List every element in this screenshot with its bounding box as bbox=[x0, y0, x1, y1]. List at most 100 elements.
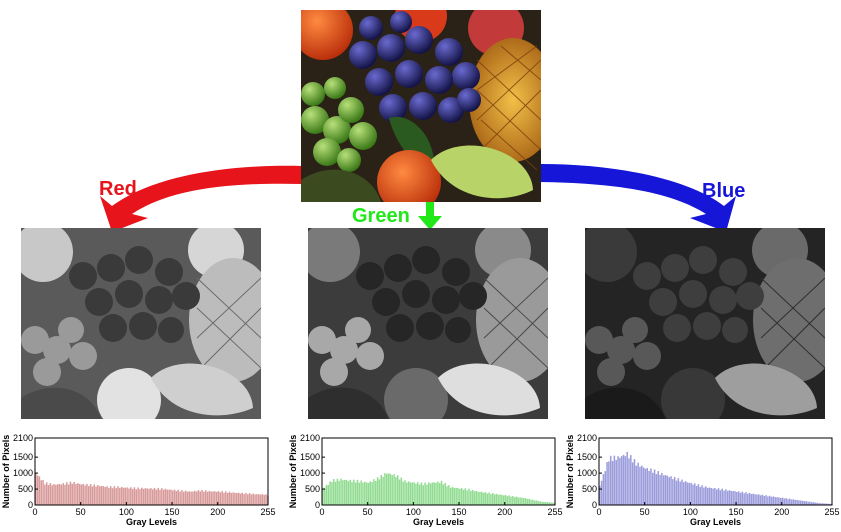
histogram-bar bbox=[433, 482, 435, 505]
histogram-bar bbox=[192, 491, 194, 505]
histogram-bar bbox=[51, 485, 53, 505]
histogram-bar bbox=[646, 468, 649, 505]
histogram-bar bbox=[424, 482, 426, 505]
histogram-bar bbox=[223, 492, 225, 505]
histogram-bar bbox=[823, 503, 826, 505]
red-histogram: 0 50 100 150 200 255 0 500 1000 1500 2100 Gray Leve… bbox=[0, 430, 280, 530]
histogram-bar bbox=[641, 465, 643, 505]
histogram-bar bbox=[550, 502, 552, 505]
histogram-bar bbox=[626, 451, 628, 505]
histogram-bar bbox=[376, 477, 379, 505]
histogram-bar bbox=[686, 482, 689, 505]
y-tick-label: 0 bbox=[28, 500, 33, 510]
plot-frame bbox=[34, 437, 269, 506]
y-tick-label: 0 bbox=[315, 500, 320, 510]
histogram-bar bbox=[190, 491, 192, 505]
histogram-bar bbox=[338, 480, 340, 505]
y-tick-label: 1500 bbox=[577, 452, 597, 462]
histogram-bar bbox=[681, 479, 683, 505]
green-histogram-chart: 0 50 100 150 200 255 0 500 1000 1500 2100 Gray Leve… bbox=[288, 433, 563, 527]
histogram-bar bbox=[128, 488, 130, 505]
histogram-bar bbox=[225, 491, 227, 505]
histogram-bar bbox=[106, 486, 108, 505]
histogram-bar bbox=[87, 486, 90, 505]
histogram-bar bbox=[703, 487, 705, 505]
histogram-bar bbox=[637, 462, 639, 505]
histogram-bar bbox=[761, 494, 764, 505]
histogram-bar bbox=[246, 494, 249, 505]
histogram-bar bbox=[635, 465, 638, 505]
histogram-bar bbox=[429, 483, 432, 505]
histogram-bar bbox=[340, 478, 342, 505]
histogram-bar bbox=[739, 492, 742, 505]
x-tick-label: 255 bbox=[824, 507, 839, 517]
histogram-bar bbox=[230, 492, 233, 505]
histogram-bar bbox=[807, 501, 809, 505]
green-label: Green bbox=[352, 205, 410, 227]
histogram-bars bbox=[322, 473, 556, 505]
histogram-bar bbox=[166, 489, 169, 505]
histogram-bar bbox=[422, 485, 425, 505]
histogram-bar bbox=[334, 481, 337, 505]
histogram-bar bbox=[214, 491, 216, 505]
histogram-bar bbox=[263, 494, 265, 505]
histogram-bar bbox=[418, 484, 421, 505]
histogram-bar bbox=[236, 492, 238, 505]
y-axis-label: Number of Pixels bbox=[288, 435, 298, 509]
histogram-bar bbox=[717, 488, 720, 505]
histogram-bar bbox=[736, 492, 738, 505]
histogram-bar bbox=[789, 498, 791, 505]
histogram-bar bbox=[71, 483, 74, 505]
y-tick-label: 2100 bbox=[13, 433, 33, 443]
histogram-bar bbox=[747, 493, 749, 505]
histogram-bar bbox=[396, 475, 399, 505]
red-arrow bbox=[100, 165, 302, 232]
histogram-bar bbox=[694, 483, 696, 505]
histogram-bar bbox=[387, 473, 390, 505]
histogram-bar bbox=[448, 485, 450, 505]
histogram-bar bbox=[332, 479, 335, 505]
histogram-bar bbox=[493, 494, 496, 505]
histogram-bar bbox=[146, 488, 148, 505]
histogram-bar bbox=[757, 494, 760, 505]
histogram-bar bbox=[113, 486, 116, 505]
histogram-bar bbox=[774, 497, 776, 505]
histogram-bar bbox=[537, 501, 540, 505]
histogram-bar bbox=[533, 500, 536, 505]
histogram-bar bbox=[75, 484, 77, 505]
histogram-bar bbox=[208, 490, 211, 505]
histogram-bar bbox=[336, 478, 339, 505]
histogram-bar bbox=[628, 458, 630, 505]
histogram-bar bbox=[102, 486, 105, 505]
histogram-bar bbox=[611, 461, 614, 505]
histogram-bar bbox=[662, 475, 665, 505]
histogram-bar bbox=[770, 496, 773, 505]
grayscale-green-channel-photo-icon bbox=[308, 228, 548, 419]
histogram-bar bbox=[732, 491, 734, 505]
histogram-bar bbox=[631, 462, 634, 505]
histogram-bar bbox=[393, 474, 395, 505]
histogram-bar bbox=[261, 494, 264, 505]
histogram-bar bbox=[402, 481, 404, 505]
y-tick-label: 1000 bbox=[300, 468, 320, 478]
histogram-bar bbox=[480, 491, 483, 505]
histogram-bar bbox=[431, 482, 434, 505]
histogram-bar bbox=[435, 482, 437, 505]
grayscale-blue-channel-photo-icon bbox=[585, 228, 825, 419]
histogram-bar bbox=[675, 480, 678, 505]
histogram-bar bbox=[602, 474, 605, 505]
histogram-bar bbox=[98, 486, 101, 505]
histogram-bar bbox=[374, 481, 377, 505]
histogram-bar bbox=[708, 487, 711, 505]
histogram-bar bbox=[530, 499, 532, 505]
histogram-bar bbox=[502, 495, 505, 505]
histogram-bar bbox=[768, 495, 771, 505]
histogram-bar bbox=[151, 489, 154, 505]
blue-histogram: 0 50 100 150 200 255 0 500 1000 1500 2100 Gray Leve… bbox=[564, 430, 841, 530]
histogram-bar bbox=[825, 503, 828, 505]
histogram-bar bbox=[528, 498, 531, 505]
histogram-bars bbox=[35, 473, 269, 505]
histogram-bar bbox=[710, 487, 712, 505]
histogram-bar bbox=[259, 494, 262, 505]
histogram-bar bbox=[756, 494, 758, 505]
